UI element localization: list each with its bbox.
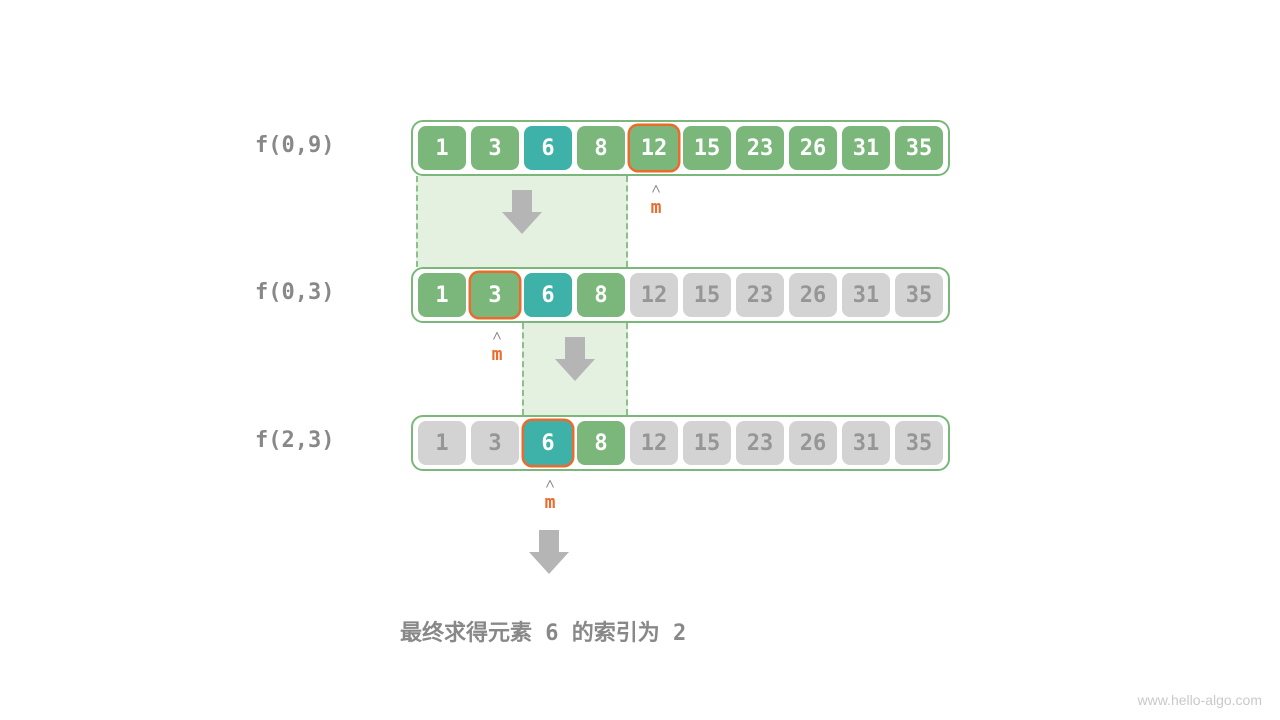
m-marker-1: ˄ m: [487, 327, 507, 366]
cell-inactive: 23: [736, 273, 784, 317]
caret-icon: ˄: [487, 327, 507, 345]
cell: 8: [577, 421, 625, 465]
m-label: m: [651, 197, 662, 218]
cell: 3: [471, 126, 519, 170]
cell: 23: [736, 126, 784, 170]
m-marker-2: ˄ m: [540, 475, 560, 514]
cell-inactive: 1: [418, 421, 466, 465]
cell: 8: [577, 273, 625, 317]
watermark: www.hello-algo.com: [1138, 692, 1263, 708]
cell-target: 6: [524, 126, 572, 170]
caret-icon: ˄: [540, 475, 560, 493]
cell: 31: [842, 126, 890, 170]
cell: 8: [577, 126, 625, 170]
cell-inactive: 12: [630, 421, 678, 465]
caret-icon: ˄: [646, 180, 666, 198]
cell-mid: 3: [471, 273, 519, 317]
array-row-2: 1 3 6 8 12 15 23 26 31 35: [411, 415, 950, 471]
result-text: 最终求得元素 6 的索引为 2: [400, 615, 686, 647]
cell-inactive: 15: [683, 273, 731, 317]
cell-inactive: 23: [736, 421, 784, 465]
cell-inactive: 35: [895, 273, 943, 317]
cell-inactive: 35: [895, 421, 943, 465]
row-label-1: f(0,3): [255, 280, 334, 305]
cell-inactive: 3: [471, 421, 519, 465]
row-label-0: f(0,9): [255, 133, 334, 158]
m-marker-0: ˄ m: [646, 180, 666, 219]
cell-inactive: 26: [789, 273, 837, 317]
cell-inactive: 12: [630, 273, 678, 317]
m-label: m: [545, 492, 556, 513]
cell-inactive: 15: [683, 421, 731, 465]
diagram-stage: f(0,9) 1 3 6 8 12 15 23 26 31 35 ˄ m f(0…: [0, 0, 1280, 720]
cell-inactive: 31: [842, 421, 890, 465]
array-row-1: 1 3 6 8 12 15 23 26 31 35: [411, 267, 950, 323]
array-row-0: 1 3 6 8 12 15 23 26 31 35: [411, 120, 950, 176]
cell-inactive: 26: [789, 421, 837, 465]
cell-mid: 12: [630, 126, 678, 170]
cell-target: 6: [524, 273, 572, 317]
cell: 15: [683, 126, 731, 170]
cell-target-mid: 6: [524, 421, 572, 465]
cell: 1: [418, 126, 466, 170]
cell-inactive: 31: [842, 273, 890, 317]
m-label: m: [492, 344, 503, 365]
row-label-2: f(2,3): [255, 428, 334, 453]
cell: 1: [418, 273, 466, 317]
cell: 26: [789, 126, 837, 170]
cell: 35: [895, 126, 943, 170]
